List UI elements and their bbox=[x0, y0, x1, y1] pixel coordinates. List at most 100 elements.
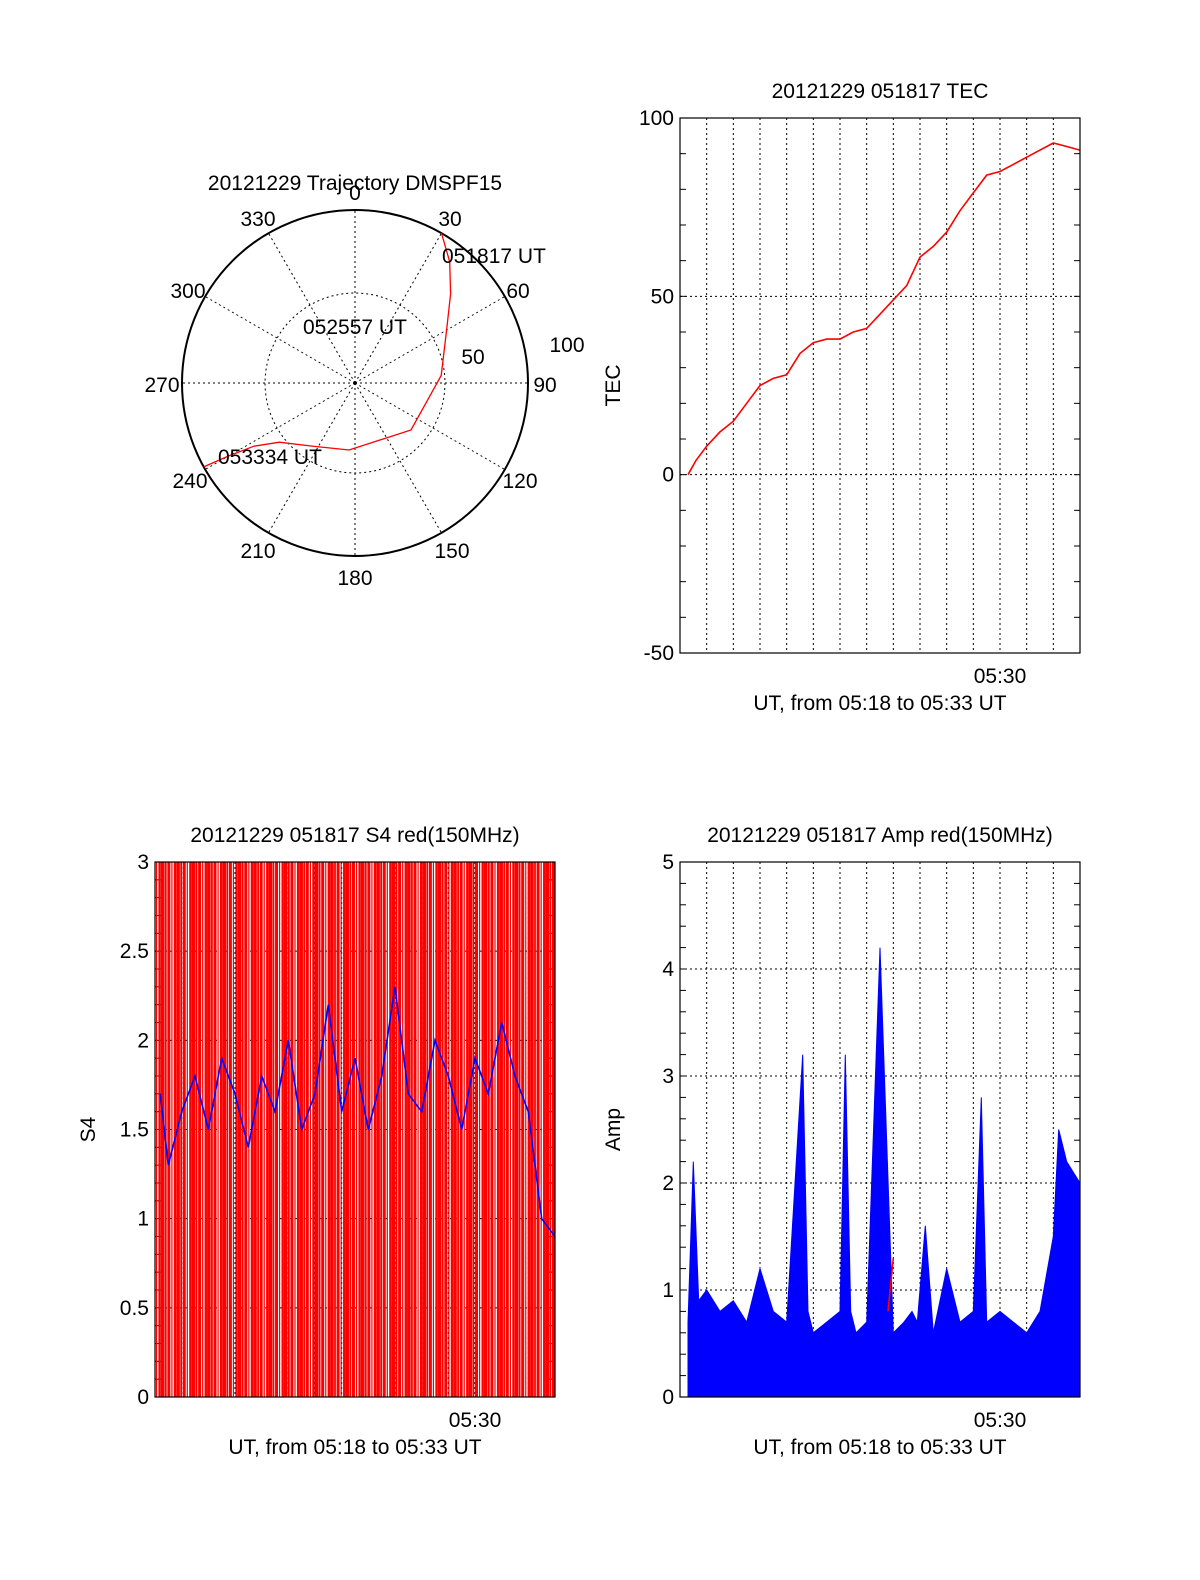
s4-title: 20121229 051817 S4 red(150MHz) bbox=[190, 824, 519, 847]
s4-red-bar bbox=[176, 862, 180, 1397]
s4-ytick-label: 2 bbox=[137, 1029, 149, 1052]
s4-red-bar bbox=[241, 862, 244, 1397]
s4-red-bar bbox=[371, 862, 373, 1397]
s4-red-bar bbox=[198, 862, 202, 1397]
s4-series-line bbox=[159, 986, 556, 1237]
s4-red-bar bbox=[472, 862, 475, 1397]
amp-title: 20121229 051817 Amp red(150MHz) bbox=[707, 824, 1053, 847]
s4-red-bar bbox=[435, 862, 438, 1397]
polar-spoke bbox=[354, 232, 442, 384]
s4-frame bbox=[154, 861, 556, 1398]
s4-red-bar bbox=[411, 862, 413, 1397]
s4-ylabel: S4 bbox=[77, 1116, 100, 1142]
s4-red-bar bbox=[545, 862, 550, 1397]
polar-spoke bbox=[354, 296, 506, 384]
polar-outer-circle bbox=[181, 209, 529, 557]
polar-angle-label: 300 bbox=[170, 280, 205, 303]
s4-red-bar bbox=[407, 862, 411, 1397]
tec-ytick-label: 100 bbox=[639, 107, 674, 130]
s4-red-bar bbox=[294, 862, 296, 1397]
polar-inner-circle bbox=[264, 292, 446, 474]
s4-red-bar bbox=[158, 862, 161, 1397]
s4-red-bar bbox=[171, 862, 173, 1397]
s4-red-bar bbox=[281, 862, 284, 1397]
s4-red-bar bbox=[235, 862, 238, 1397]
s4-red-bar bbox=[422, 862, 427, 1397]
polar-spoke bbox=[268, 232, 356, 384]
polar-angle-label: 240 bbox=[172, 470, 207, 493]
s4-red-bar bbox=[466, 862, 469, 1397]
polar-angle-label: 210 bbox=[240, 540, 275, 563]
s4-red-bar bbox=[419, 862, 423, 1397]
s4-red-bar bbox=[244, 862, 248, 1397]
s4-red-bar bbox=[268, 862, 273, 1397]
s4-red-bar bbox=[364, 862, 367, 1397]
s4-red-bar bbox=[259, 862, 263, 1397]
s4-panel: 20121229 051817 S4 red(150MHz) 3 2.5 2 1.5 1 0… bbox=[77, 824, 556, 1459]
polar-angle-label: 90 bbox=[533, 374, 556, 397]
s4-red-bar bbox=[389, 862, 392, 1397]
s4-red-bar bbox=[290, 862, 294, 1397]
s4-red-bar bbox=[386, 862, 388, 1397]
s4-red-bar bbox=[309, 862, 311, 1397]
tec-frame bbox=[679, 117, 1081, 654]
s4-red-bar bbox=[512, 862, 515, 1397]
s4-xtick-label: 05:30 bbox=[449, 1409, 502, 1432]
s4-red-bar bbox=[536, 862, 540, 1397]
s4-red-bar bbox=[373, 862, 377, 1397]
s4-red-bar bbox=[272, 862, 275, 1397]
amp-series-line bbox=[887, 1257, 895, 1312]
s4-red-bar bbox=[463, 862, 465, 1397]
s4-red-bar bbox=[340, 862, 342, 1397]
tec-panel: 20121229 051817 TEC 100 50 0 -50 05:30 UT, fro… bbox=[602, 80, 1081, 715]
s4-red-bar bbox=[334, 862, 336, 1397]
polar-spoke bbox=[268, 382, 356, 534]
s4-ytick-label: 3 bbox=[137, 851, 149, 874]
polar-spoke bbox=[204, 382, 356, 470]
polar-spoke bbox=[354, 382, 506, 470]
tec-title: 20121229 051817 TEC bbox=[772, 80, 989, 103]
s4-red-bar bbox=[481, 862, 484, 1397]
s4-red-bar bbox=[509, 862, 511, 1397]
s4-red-bar bbox=[391, 862, 396, 1397]
s4-red-bar bbox=[275, 862, 279, 1397]
s4-red-bar bbox=[404, 862, 407, 1397]
s4-red-bar bbox=[432, 862, 435, 1397]
s4-red-bar bbox=[351, 862, 355, 1397]
s4-red-bar bbox=[490, 862, 494, 1397]
s4-red-bar bbox=[232, 862, 235, 1397]
amp-frame bbox=[679, 861, 1081, 1398]
s4-ytick-label: 1 bbox=[137, 1208, 149, 1231]
tec-ytick-label: -50 bbox=[644, 642, 674, 665]
s4-red-bar bbox=[321, 862, 325, 1397]
s4-red-bar bbox=[189, 862, 192, 1397]
s4-red-bar bbox=[468, 862, 473, 1397]
s4-red-bar bbox=[395, 862, 398, 1397]
s4-red-bar bbox=[444, 862, 448, 1397]
s4-red-bar bbox=[343, 862, 346, 1397]
s4-red-bar bbox=[380, 862, 383, 1397]
amp-blue-area bbox=[687, 947, 1081, 1398]
s4-red-bar bbox=[155, 862, 158, 1397]
s4-red-bar bbox=[398, 862, 402, 1397]
s4-red-bar bbox=[358, 862, 361, 1397]
s4-red-bar bbox=[312, 862, 315, 1397]
s4-ytick-label: 0.5 bbox=[120, 1297, 149, 1320]
trajectory-time-label: 053334 UT bbox=[218, 446, 322, 469]
polar-angle-label: 150 bbox=[434, 540, 469, 563]
trajectory-title: 20121229 Trajectory DMSPF15 bbox=[208, 172, 502, 195]
s4-red-bar bbox=[514, 862, 519, 1397]
s4-ytick-label: 1.5 bbox=[120, 1119, 149, 1142]
s4-red-bar bbox=[222, 862, 227, 1397]
s4-red-bar bbox=[487, 862, 490, 1397]
amp-xlabel: UT, from 05:18 to 05:33 UT bbox=[753, 1436, 1006, 1459]
amp-ylabel: Amp bbox=[602, 1108, 625, 1151]
polar-angle-label: 270 bbox=[144, 374, 179, 397]
polar-angle-label: 120 bbox=[502, 470, 537, 493]
trajectory-time-label: 051817 UT bbox=[442, 245, 546, 268]
tec-ylabel: TEC bbox=[602, 365, 625, 407]
tec-ytick-label: 0 bbox=[662, 464, 674, 487]
amp-panel: 20121229 051817 Amp red(150MHz) 5 4 3 2 1 0 05:… bbox=[602, 824, 1081, 1459]
s4-ytick-label: 0 bbox=[137, 1386, 149, 1409]
